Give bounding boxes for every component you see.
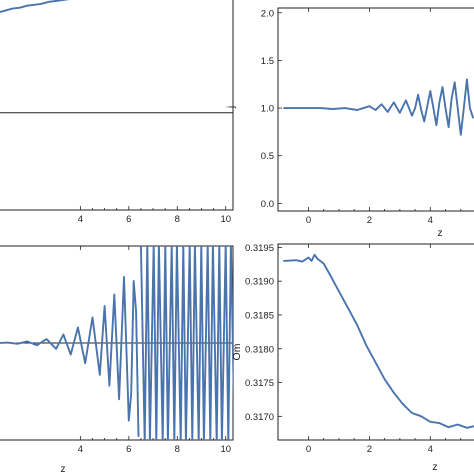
x-tick-label: 4 bbox=[428, 215, 433, 226]
series-group bbox=[0, 246, 233, 440]
y-tick-label: 1.0 bbox=[261, 104, 274, 115]
plot-frame bbox=[0, 0, 234, 211]
y-tick-label: 0.3180 bbox=[245, 344, 274, 355]
panel-top-left: 4 6 8 10 bbox=[0, 0, 234, 225]
series-line bbox=[0, 0, 70, 13]
y-tick-label: 0.3185 bbox=[245, 310, 274, 321]
series-line bbox=[283, 78, 474, 136]
x-tick-label: 4 bbox=[78, 214, 83, 225]
x-tick-label: 10 bbox=[220, 214, 231, 225]
x-tick-label: 8 bbox=[175, 444, 180, 455]
x-axis-label: z bbox=[437, 227, 442, 239]
x-tick-label: 8 bbox=[175, 214, 180, 225]
panel-bottom-right: 0 2 4 0.3170 0.3175 0.3180 0.3185 0.3190 0.3195 z… bbox=[231, 243, 474, 473]
panel-top-right: 0 2 4 0.0 0.5 1.0 1.5 2.0 z j bbox=[225, 7, 474, 239]
plot-frame bbox=[277, 243, 474, 441]
plot-frame bbox=[277, 7, 474, 212]
x-tick-label: 6 bbox=[126, 444, 131, 455]
series-oscillation bbox=[139, 246, 233, 440]
y-tick-label: 0.3195 bbox=[245, 243, 274, 254]
y-tick-label: 2.0 bbox=[261, 8, 274, 19]
y-tick-label: 0.0 bbox=[261, 199, 274, 210]
x-axis-label: z bbox=[432, 461, 437, 473]
series-group bbox=[283, 253, 474, 429]
x-tick-label: 0 bbox=[306, 444, 311, 455]
x-tick-label: 2 bbox=[367, 215, 372, 226]
y-tick-label: 0.5 bbox=[261, 151, 274, 162]
x-axis-label: z bbox=[60, 463, 65, 474]
series-line bbox=[283, 253, 474, 429]
y-axis-label: Om bbox=[231, 343, 243, 360]
y-tick-label: 0.3175 bbox=[245, 378, 274, 389]
y-tick-label: 0.3190 bbox=[245, 277, 274, 288]
series-line bbox=[0, 276, 140, 438]
y-axis-label: j bbox=[225, 106, 237, 109]
x-tick-label: 10 bbox=[220, 444, 231, 455]
y-tick-label: 0.3170 bbox=[245, 412, 274, 423]
x-tick-label: 4 bbox=[78, 444, 83, 455]
x-tick-label: 0 bbox=[306, 215, 311, 226]
y-tick-label: 1.5 bbox=[261, 56, 274, 67]
x-tick-label: 6 bbox=[126, 214, 131, 225]
series-group bbox=[283, 78, 474, 136]
series-group bbox=[0, 0, 70, 13]
panel-bottom-left: 4 6 8 10 z bbox=[0, 245, 234, 474]
x-tick-label: 4 bbox=[428, 444, 433, 455]
x-tick-label: 2 bbox=[367, 444, 372, 455]
